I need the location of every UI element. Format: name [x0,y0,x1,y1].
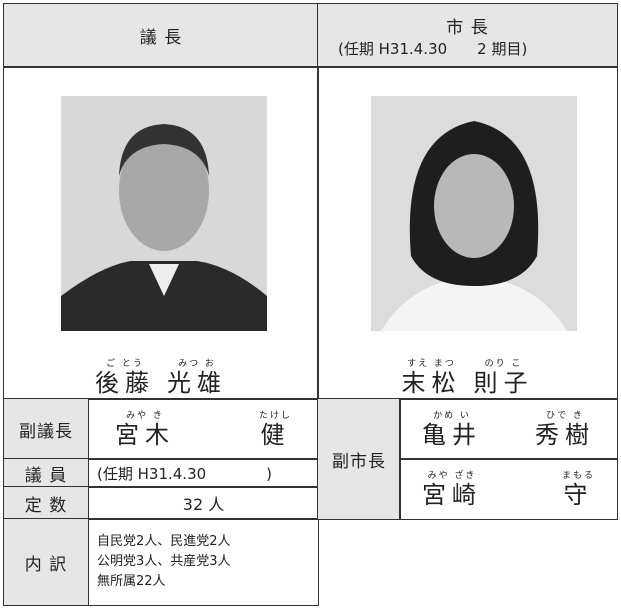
reading: みや ざき [427,470,477,481]
label-text: 副議長 [19,421,73,442]
name: 健 [260,420,291,449]
label: 定 数 [3,486,89,520]
header-right-title: 市 長 [446,17,489,38]
mayor-cell: すえ まつ 末松 のり こ則子 [317,66,618,400]
label: 内 訳 [3,518,89,606]
reading: かめ い [433,410,471,421]
label-text: 定 数 [24,495,68,516]
reading: みや き [126,410,164,421]
header-right: 市 長 (任期 H31.4.30 2 期目) [317,3,618,68]
label-text: 議 員 [24,465,68,486]
chair-cell: ご とう 後藤 みつ お光雄 [3,66,319,400]
breakdown-line: 自民党2人、民進党2人 [97,534,231,549]
seats-text: 32 人 [182,495,225,514]
name: 宮崎 [422,480,482,509]
breakdown-line: 無所属22人 [97,574,166,589]
name: 宮木 [115,420,175,449]
name: 則子 [473,369,534,397]
vice-chair-name: みや き宮木 たけし健 [88,398,319,460]
mayor-name: すえ まつ 末松 のり こ則子 [396,359,540,396]
seats-value: 32 人 [88,486,319,520]
chair-name: ご とう 後藤 みつ お光雄 [89,359,233,396]
term-text: (任期 H31.4.30 ) [97,464,273,483]
label: 副市長 [317,398,401,520]
label: 副議長 [3,398,89,460]
name: 末松 [401,369,462,397]
reading: まもる [561,470,595,481]
chair-photo [61,96,267,331]
reading: みつ お [178,359,216,369]
label-text: 内 訳 [24,554,68,575]
breakdown-lines: 自民党2人、民進党2人 公明党3人、共産党3人 無所属22人 [88,518,319,606]
name: 光雄 [167,369,227,397]
name: 後藤 [95,369,155,397]
header-right-term: (任期 H31.4.30 2 期目) [338,39,528,58]
name: 亀井 [422,420,482,449]
reading: たけし [258,410,292,421]
name: 守 [563,480,594,509]
vice-mayor-name: みや ざき 宮崎 まもる守 [399,458,618,520]
header-left: 議 長 [3,3,319,68]
header-left-text: 議 長 [139,28,183,48]
reading: ひで き [546,410,584,421]
name: 秀樹 [535,420,595,449]
breakdown-line: 公明党3人、共産党3人 [97,554,231,569]
reading: のり こ [484,359,523,369]
mayor-photo [371,96,577,331]
vice-mayor-name: かめ い亀井 ひで き秀樹 [399,398,618,460]
label-text: 副市長 [332,451,386,472]
reading: すえ まつ [407,359,456,369]
reading: ご とう [106,359,144,369]
label: 議 員 [3,458,89,488]
members-term: (任期 H31.4.30 ) [88,458,319,488]
